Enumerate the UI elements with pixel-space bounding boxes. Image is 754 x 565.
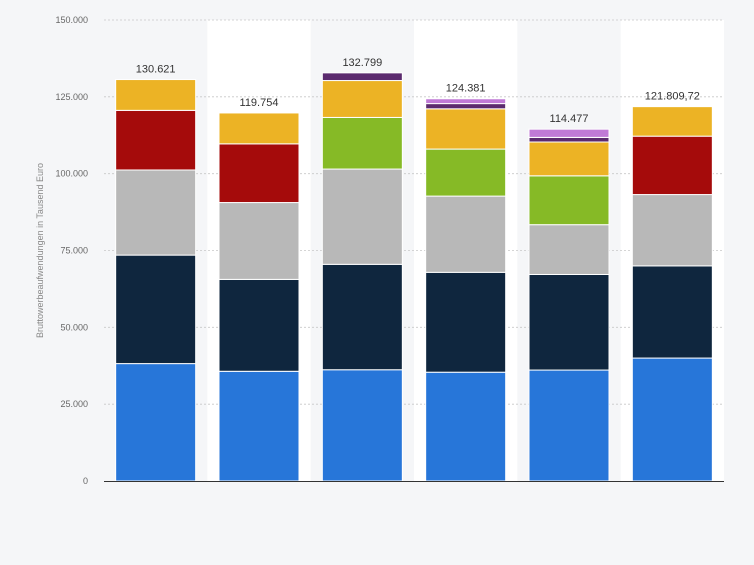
bar-segment bbox=[631, 194, 713, 267]
grid-lines bbox=[104, 19, 724, 405]
bar-segment bbox=[115, 169, 197, 256]
bars bbox=[115, 72, 713, 482]
bar-segment bbox=[425, 148, 507, 197]
bar-segment bbox=[528, 369, 610, 482]
y-tick-label: 100.000 bbox=[55, 169, 88, 179]
bar-segment bbox=[528, 273, 610, 371]
y-tick-label: 150.000 bbox=[55, 15, 88, 25]
bar-segment bbox=[425, 271, 507, 373]
bar-segment bbox=[218, 143, 300, 204]
bar-segment bbox=[321, 263, 403, 371]
y-tick-label: 50.000 bbox=[60, 322, 88, 332]
bar-segment bbox=[321, 369, 403, 482]
bar-segment bbox=[528, 224, 610, 275]
bar-segment bbox=[528, 175, 610, 226]
bar-segment bbox=[425, 371, 507, 482]
total-label: 124.381 bbox=[446, 83, 486, 95]
bar-segment bbox=[528, 141, 610, 177]
bar-segment bbox=[631, 265, 713, 359]
bar-segment bbox=[218, 370, 300, 482]
bar-segment bbox=[115, 254, 197, 365]
y-tick-label: 75.000 bbox=[60, 246, 88, 256]
y-tick-label: 125.000 bbox=[55, 92, 88, 102]
bar-segment bbox=[631, 135, 713, 196]
bar-segment bbox=[528, 136, 610, 143]
bar-segment bbox=[115, 79, 197, 111]
bar-segment bbox=[115, 363, 197, 482]
y-tick-label: 25.000 bbox=[60, 399, 88, 409]
y-tick-label: 0 bbox=[83, 476, 88, 486]
bar-segment bbox=[425, 108, 507, 150]
bar-segment bbox=[218, 112, 300, 145]
y-axis-ticks: 0 25.000 50.000 75.000 100.000 125.000 150.000 bbox=[55, 15, 88, 486]
total-label: 119.754 bbox=[240, 97, 279, 109]
bar-segment bbox=[425, 98, 507, 105]
total-label: 114.477 bbox=[550, 113, 589, 125]
total-label: 130.621 bbox=[136, 64, 176, 76]
bar-segment bbox=[218, 278, 300, 372]
bar-segment bbox=[321, 168, 403, 265]
total-labels: 130.621 119.754 132.799 124.381 114.477 121.8… bbox=[136, 57, 700, 125]
bar-segment bbox=[321, 72, 403, 82]
total-label: 132.799 bbox=[342, 57, 382, 69]
bar-segment bbox=[631, 357, 713, 482]
bar-segment bbox=[528, 128, 610, 138]
bar-segment bbox=[425, 103, 507, 110]
total-label: 121.809,72 bbox=[645, 91, 700, 103]
bar-segment bbox=[631, 106, 713, 137]
bar-segment bbox=[218, 202, 300, 280]
bar-segment bbox=[321, 80, 403, 118]
bar-segment bbox=[321, 116, 403, 170]
bar-segment bbox=[425, 195, 507, 273]
bar-segment bbox=[115, 109, 197, 171]
y-axis-label: Bruttowerbeaufwendungen in Tausend Euro bbox=[35, 163, 45, 338]
